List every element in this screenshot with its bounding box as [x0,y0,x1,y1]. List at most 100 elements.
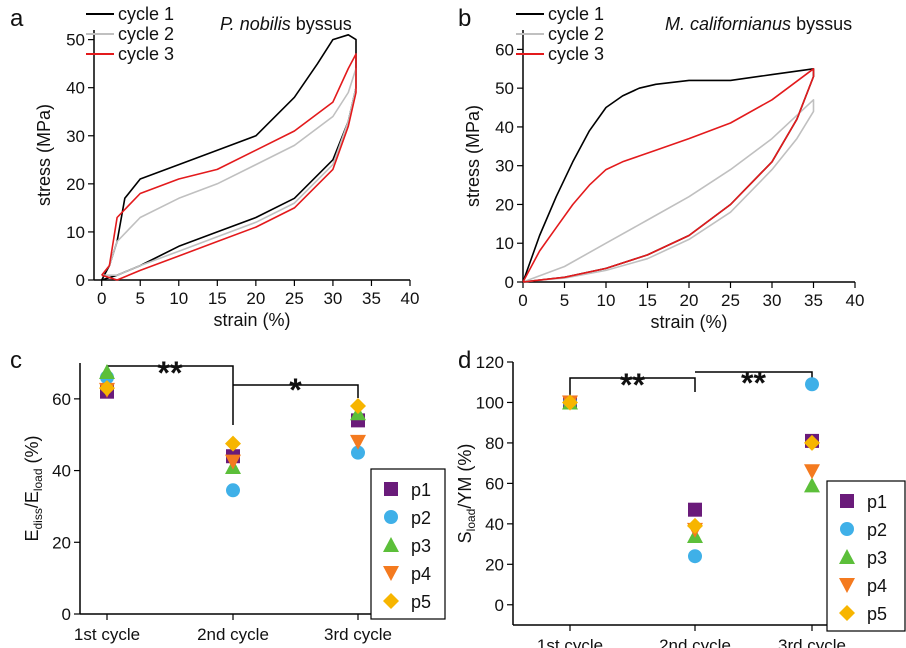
data-point-p4 [350,434,366,450]
y-tick-label: 30 [495,157,514,176]
chart-title-species: M. californianus [665,14,791,34]
x-tick-label: 3rd cycle [324,625,392,644]
significance-marker: ** [741,365,766,401]
legend-marker [384,510,398,524]
y-tick-label: 20 [495,195,514,214]
data-point-p5 [804,434,820,451]
y-label-subscript: diss [31,508,45,529]
series-line-cycle-2 [101,67,357,276]
chart-title: M. californianus byssus [665,14,852,34]
panel-letter: c [10,347,22,374]
y-tick-label: 40 [66,79,85,98]
y-tick-label: 30 [66,127,85,146]
significance-marker: * [289,372,302,408]
legend-label: p1 [411,480,431,500]
chart-title: P. nobilis byssus [220,14,352,34]
legend-label: p1 [867,492,887,512]
y-label-part: E [22,530,42,542]
y-label-part: /E [22,491,42,508]
y-tick-label: 50 [66,31,85,50]
y-tick-label: 20 [66,175,85,194]
y-tick-label: 0 [76,271,85,290]
x-tick-label: 10 [597,291,616,310]
data-point-p5 [99,380,115,397]
data-point-p5 [687,517,703,534]
y-tick-label: 40 [495,118,514,137]
x-tick-label: 5 [136,289,145,308]
x-tick-label: 1st cycle [74,625,140,644]
y-tick-label: 50 [495,79,514,98]
y-tick-label: 120 [476,353,504,372]
data-point-p2 [351,445,365,460]
legend-label: p5 [411,592,431,612]
x-tick-label: 15 [208,289,227,308]
y-tick-label: 0 [495,596,504,615]
legend-label: cycle 1 [118,4,174,24]
series-line-cycle-2 [522,99,815,283]
y-tick-label: 80 [485,434,504,453]
y-tick-label: 60 [52,390,71,409]
panel-letter: d [458,347,471,374]
x-tick-label: 10 [169,289,188,308]
y-axis-label: stress (MPa) [34,104,54,206]
legend-label: p4 [411,564,431,584]
x-tick-label: 40 [401,289,420,308]
y-tick-label: 20 [52,533,71,552]
panel-b: b 0 5 10 15 20 25 30 35 40 0 10 20 30 40 50 60 strain (%)… [458,4,864,332]
legend-label: p3 [867,548,887,568]
legend-label: cycle 1 [548,4,604,24]
legend-label: p4 [867,576,887,596]
y-axis-label: Ediss/Eload (%) [22,435,45,541]
y-tick-label: 10 [66,223,85,242]
x-axis-label: strain (%) [650,312,727,332]
legend-box [826,480,906,632]
x-tick-label: 1st cycle [537,636,603,648]
y-axis-label: stress (MPa) [463,105,483,207]
y-tick-label: 40 [52,462,71,481]
y-tick-label: 0 [505,273,514,292]
x-tick-label: 15 [638,291,657,310]
legend-marker [384,482,398,496]
significance-bracket [233,384,359,398]
x-tick-label: 20 [246,289,265,308]
legend-marker [839,605,855,621]
chart-title-suffix: byssus [291,14,352,34]
y-tick-label: 60 [485,474,504,493]
x-tick-label: 0 [518,291,527,310]
data-point-p1 [688,502,702,517]
y-axis-label: Sload/YM (%) [455,444,478,544]
legend-marker [840,522,854,536]
x-tick-label: 5 [560,291,569,310]
legend-marker [839,578,855,593]
x-tick-label: 30 [323,289,342,308]
y-tick-label: 20 [485,555,504,574]
chart-title-suffix: byssus [791,14,852,34]
x-tick-label: 35 [362,289,381,308]
legend-marker [840,494,854,508]
data-point-p5 [225,435,241,452]
legend-marker [383,566,399,581]
legend-marker [839,549,855,564]
x-tick-label: 25 [285,289,304,308]
data-point-p2 [688,549,702,564]
y-tick-label: 100 [476,393,504,412]
panel-c: c 0 20 40 60 1st cycle 2nd cycle 3rd cycle Ediss… [10,347,446,644]
significance-marker: ** [158,355,183,391]
y-tick-label: 40 [485,515,504,534]
y-label-subscript: load [464,509,478,532]
legend-label: cycle 3 [548,44,604,64]
x-tick-label: 30 [763,291,782,310]
data-point-p3 [804,477,820,493]
legend-label: p5 [867,604,887,624]
x-tick-label: 25 [721,291,740,310]
legend-marker [383,537,399,552]
x-tick-label: 35 [804,291,823,310]
panel-letter: a [10,5,24,32]
panel-letter: b [458,5,471,32]
legend-marker [383,593,399,609]
legend-label: p3 [411,536,431,556]
y-tick-label: 10 [495,234,514,253]
data-point-p5 [562,394,578,411]
legend-label: cycle 2 [548,24,604,44]
